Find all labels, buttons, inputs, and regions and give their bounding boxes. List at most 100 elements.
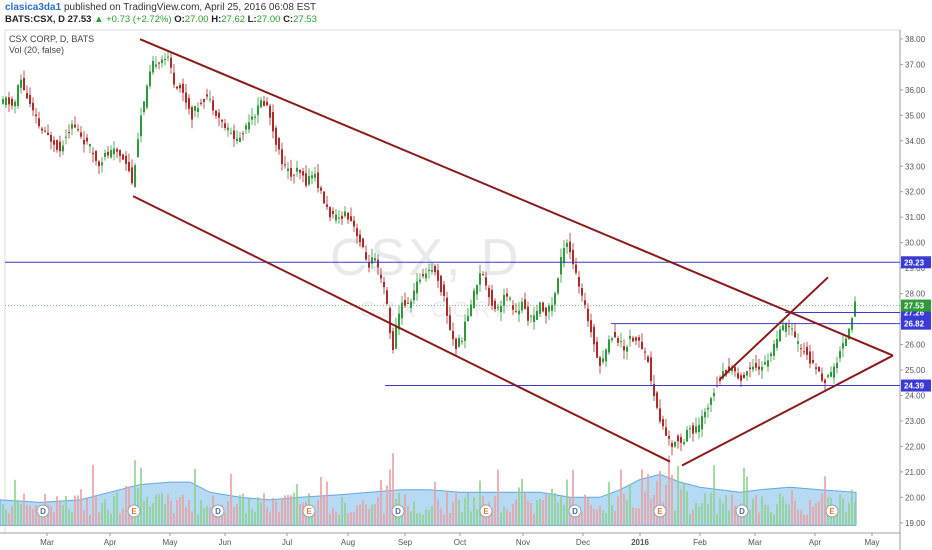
candle-body — [236, 138, 238, 141]
candle-body — [440, 275, 442, 293]
volume-bar — [644, 491, 646, 526]
candle-body — [470, 304, 472, 316]
candle-body — [854, 301, 856, 317]
time-tick-label: May — [864, 538, 879, 547]
candle-body — [185, 92, 187, 103]
volume-bar — [572, 469, 574, 526]
volume-bar — [713, 465, 715, 526]
candle-body — [794, 331, 796, 338]
time-tick-label: Nov — [516, 538, 530, 547]
candle-body — [353, 220, 355, 227]
candle-body — [740, 375, 742, 381]
candle-body — [104, 153, 106, 157]
dividend-marker: D — [568, 504, 582, 518]
event-label: E — [829, 507, 835, 516]
volume-bar — [233, 507, 235, 526]
candle-body — [50, 135, 52, 142]
level-price-tag — [901, 256, 931, 269]
candle-body — [23, 78, 25, 91]
price-tick-label: 36.00 — [905, 86, 926, 95]
volume-bar — [470, 511, 472, 526]
candle-body — [611, 338, 613, 341]
candle-body — [830, 372, 832, 377]
candle-body — [563, 248, 565, 264]
candle-body — [662, 419, 664, 427]
volume-bar — [158, 494, 160, 526]
volume-bar — [215, 509, 217, 526]
volume-bar — [533, 513, 535, 526]
volume-bar — [524, 493, 526, 526]
candle-body — [278, 138, 280, 150]
last-price: 27.53 — [67, 14, 92, 25]
volume-bar — [239, 494, 241, 526]
candle-body — [656, 392, 658, 408]
volume-bar — [848, 502, 850, 526]
candle-body — [143, 101, 145, 112]
volume-bar — [77, 495, 79, 526]
volume-bar — [5, 509, 7, 526]
candle-body — [110, 150, 112, 158]
volume-bar — [800, 510, 802, 526]
level-price-tag — [901, 379, 931, 392]
volume-bar — [269, 512, 271, 526]
volume-bar — [104, 499, 106, 526]
volume-bar — [446, 490, 448, 526]
volume-bar — [725, 495, 727, 526]
volume-bar — [74, 495, 76, 526]
event-circle — [653, 504, 667, 518]
trendline — [681, 354, 894, 467]
volume-bar — [527, 500, 529, 526]
volume-bar — [422, 515, 424, 526]
volume-bar — [206, 506, 208, 526]
candle-body — [512, 305, 514, 310]
candle-body — [626, 346, 628, 352]
volume-bar — [698, 506, 700, 526]
candle-body — [584, 300, 586, 305]
candle-body — [536, 310, 538, 320]
candle-body — [230, 133, 232, 135]
volume-bar — [767, 505, 769, 526]
candle-body — [137, 139, 139, 157]
volume-bar — [173, 513, 175, 526]
volume-bar — [161, 493, 163, 526]
candle-body — [290, 168, 292, 177]
candle-body — [365, 252, 367, 260]
candle-body — [641, 341, 643, 350]
candle-body — [644, 351, 646, 353]
candle-body — [509, 297, 511, 300]
volume-bar — [692, 509, 694, 526]
volume-bar — [770, 512, 772, 526]
candle-body — [686, 430, 688, 442]
volume-bar — [284, 495, 286, 526]
candle-body — [437, 270, 439, 281]
volume-bar — [728, 510, 730, 526]
volume-bar — [536, 500, 538, 526]
volume-bar — [53, 512, 55, 526]
price-tick-label: 24.00 — [905, 391, 926, 400]
candle-body — [785, 323, 787, 332]
volume-bar — [428, 509, 430, 526]
volume-bar — [476, 509, 478, 526]
candle-body — [587, 308, 589, 322]
volume-bar — [617, 496, 619, 526]
volume-bar — [182, 494, 184, 526]
volume-bar — [443, 514, 445, 526]
volume-bar — [353, 512, 355, 526]
candle-body — [614, 332, 616, 338]
candle-body — [152, 60, 154, 73]
candle-body — [257, 105, 259, 116]
candle-body — [770, 353, 772, 356]
candle-body — [62, 145, 64, 152]
candle-body — [32, 102, 34, 111]
close-label: C: — [283, 14, 294, 25]
candle-body — [59, 141, 61, 152]
volume-bar — [203, 508, 205, 526]
candle-body — [350, 216, 352, 221]
volume-bar — [641, 469, 643, 526]
volume-bar — [176, 500, 178, 526]
author-link[interactable]: clasica3da1 — [5, 2, 62, 13]
time-axis: Mar Apr May Jun Jul Aug Sep Oct Nov Dec 2016 Feb Mar… — [40, 533, 880, 547]
volume-bar — [242, 493, 244, 526]
candle-body — [98, 161, 100, 167]
